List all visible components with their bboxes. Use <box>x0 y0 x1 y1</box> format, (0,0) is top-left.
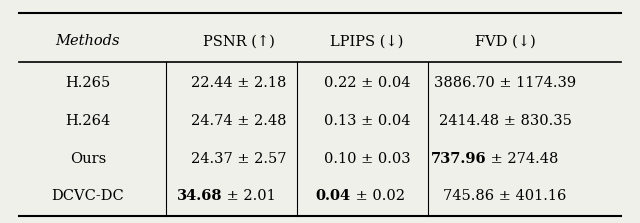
Text: ± 0.02: ± 0.02 <box>351 189 404 203</box>
Text: 0.10 ± 0.03: 0.10 ± 0.03 <box>324 152 410 166</box>
Text: 34.68: 34.68 <box>177 189 222 203</box>
Text: 0.22 ± 0.04: 0.22 ± 0.04 <box>324 76 410 90</box>
Text: Ours: Ours <box>70 152 106 166</box>
Text: 3886.70 ± 1174.39: 3886.70 ± 1174.39 <box>434 76 576 90</box>
Text: 737.96: 737.96 <box>431 152 486 166</box>
Text: 22.44 ± 2.18: 22.44 ± 2.18 <box>191 76 286 90</box>
Text: H.265: H.265 <box>65 76 111 90</box>
Text: 0.13 ± 0.04: 0.13 ± 0.04 <box>324 114 410 128</box>
Text: 0.04: 0.04 <box>316 189 351 203</box>
Text: 24.74 ± 2.48: 24.74 ± 2.48 <box>191 114 286 128</box>
Text: ± 2.01: ± 2.01 <box>222 189 276 203</box>
Text: FVD (↓): FVD (↓) <box>475 34 536 48</box>
Text: PSNR (↑): PSNR (↑) <box>202 34 275 48</box>
Text: LPIPS (↓): LPIPS (↓) <box>330 34 404 48</box>
Text: DCVC-DC: DCVC-DC <box>52 189 124 203</box>
Text: ± 274.48: ± 274.48 <box>486 152 559 166</box>
Text: Methods: Methods <box>56 34 120 48</box>
Text: 745.86 ± 401.16: 745.86 ± 401.16 <box>444 189 566 203</box>
Text: 2414.48 ± 830.35: 2414.48 ± 830.35 <box>438 114 572 128</box>
Text: H.264: H.264 <box>65 114 111 128</box>
Text: 24.37 ± 2.57: 24.37 ± 2.57 <box>191 152 286 166</box>
